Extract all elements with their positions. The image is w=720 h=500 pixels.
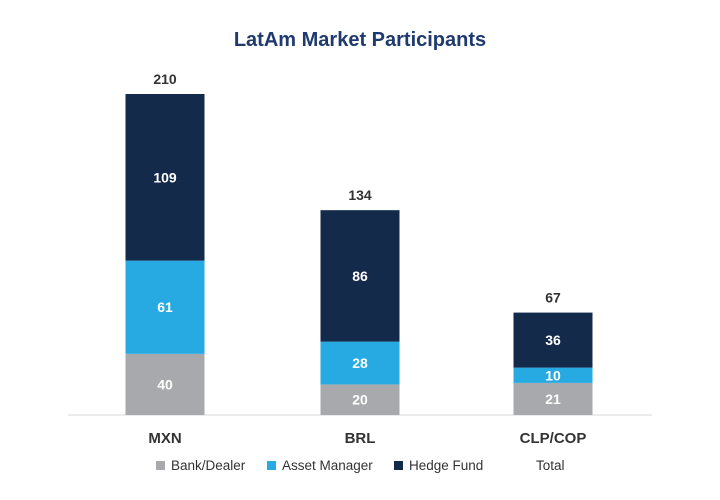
data-label-brl-asset-manager: 28 (352, 355, 368, 371)
bar-mxn-bank-dealer (125, 353, 205, 415)
category-label-brl: BRL (345, 430, 376, 447)
legend: Bank/Dealer Asset Manager Hedge Fund Total (156, 458, 565, 473)
bar-brl-bank-dealer (320, 384, 400, 415)
legend-label-hedge-fund: Hedge Fund (409, 458, 483, 473)
bar-clp-cop-hedge-fund (513, 312, 593, 368)
data-label-mxn-asset-manager: 61 (157, 299, 173, 315)
bars-group: 40 61 109 210 MXN 20 28 86 134 BRL 21 10 36 67 CLP/COP (125, 71, 593, 447)
total-label-mxn: 210 (153, 71, 177, 87)
category-label-mxn: MXN (148, 430, 181, 447)
bar-mxn-asset-manager (125, 260, 205, 354)
total-label-brl: 134 (348, 187, 372, 203)
legend-label-bank-dealer: Bank/Dealer (171, 458, 246, 473)
data-label-brl-hedge-fund: 86 (352, 268, 368, 284)
data-label-mxn-bank-dealer: 40 (157, 376, 173, 392)
legend-swatch-asset-manager (267, 461, 276, 470)
chart-title: LatAm Market Participants (234, 29, 486, 51)
data-label-clp-cop-hedge-fund: 36 (545, 332, 561, 348)
data-label-mxn-hedge-fund: 109 (153, 169, 177, 185)
category-label-clp-cop: CLP/COP (520, 430, 587, 447)
data-label-brl-bank-dealer: 20 (352, 392, 368, 408)
legend-label-asset-manager: Asset Manager (282, 458, 373, 473)
bar-mxn-hedge-fund (125, 94, 205, 261)
legend-swatch-hedge-fund (394, 461, 403, 470)
data-label-clp-cop-bank-dealer: 21 (545, 391, 561, 407)
data-label-clp-cop-asset-manager: 10 (545, 367, 561, 383)
bar-brl-hedge-fund (320, 210, 400, 342)
bar-clp-cop-bank-dealer (513, 382, 593, 415)
legend-label-total: Total (536, 458, 565, 473)
total-label-clp-cop: 67 (545, 290, 561, 306)
bar-clp-cop-asset-manager (513, 367, 593, 383)
legend-swatch-bank-dealer (156, 461, 165, 470)
bar-brl-asset-manager (320, 341, 400, 385)
